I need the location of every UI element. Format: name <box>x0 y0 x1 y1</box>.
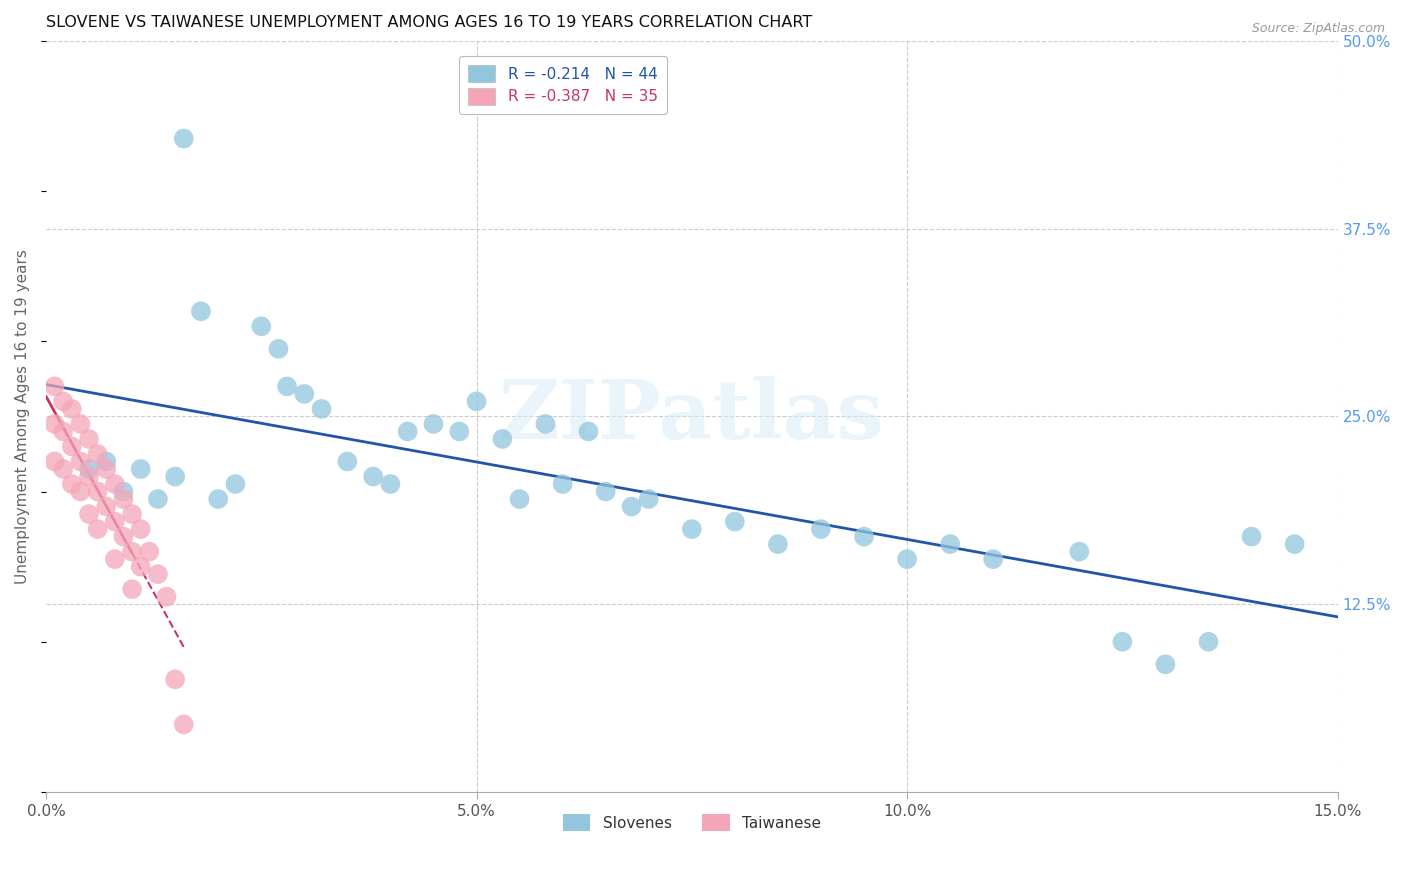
Point <box>69 417 91 431</box>
Point <box>52 394 75 409</box>
Point <box>939 537 962 551</box>
Point <box>1198 634 1220 648</box>
Point <box>77 432 100 446</box>
Point <box>86 522 108 536</box>
Point <box>146 491 169 506</box>
Point <box>60 401 83 416</box>
Text: ZIPatlas: ZIPatlas <box>499 376 884 457</box>
Point <box>267 342 290 356</box>
Point <box>129 522 152 536</box>
Point <box>155 590 177 604</box>
Point <box>52 462 75 476</box>
Point <box>207 491 229 506</box>
Point <box>121 582 143 597</box>
Point <box>69 484 91 499</box>
Point <box>766 537 789 551</box>
Point <box>138 544 160 558</box>
Text: Source: ZipAtlas.com: Source: ZipAtlas.com <box>1251 22 1385 36</box>
Point <box>396 425 419 439</box>
Point <box>190 304 212 318</box>
Point <box>112 530 135 544</box>
Point <box>724 515 747 529</box>
Point <box>129 462 152 476</box>
Point <box>96 500 118 514</box>
Point <box>1069 544 1091 558</box>
Point <box>853 530 876 544</box>
Point <box>165 469 187 483</box>
Point <box>146 567 169 582</box>
Text: SLOVENE VS TAIWANESE UNEMPLOYMENT AMONG AGES 16 TO 19 YEARS CORRELATION CHART: SLOVENE VS TAIWANESE UNEMPLOYMENT AMONG … <box>46 15 813 30</box>
Point <box>311 401 333 416</box>
Point <box>77 469 100 483</box>
Point <box>60 477 83 491</box>
Point <box>44 379 66 393</box>
Point <box>810 522 832 536</box>
Point <box>52 425 75 439</box>
Point <box>96 454 118 468</box>
Point <box>681 522 703 536</box>
Point <box>77 462 100 476</box>
Point <box>1111 634 1133 648</box>
Point <box>69 454 91 468</box>
Point <box>60 440 83 454</box>
Point <box>112 484 135 499</box>
Point <box>361 469 384 483</box>
Point <box>509 491 531 506</box>
Point <box>173 717 195 731</box>
Point <box>129 559 152 574</box>
Point <box>534 417 557 431</box>
Point <box>96 462 118 476</box>
Point <box>1154 657 1177 672</box>
Point <box>224 477 246 491</box>
Point <box>620 500 643 514</box>
Point <box>112 491 135 506</box>
Point <box>44 417 66 431</box>
Point <box>276 379 298 393</box>
Point <box>77 507 100 521</box>
Point <box>44 454 66 468</box>
Point <box>104 477 127 491</box>
Point <box>104 552 127 566</box>
Point <box>896 552 918 566</box>
Point <box>578 425 600 439</box>
Point <box>104 515 127 529</box>
Point <box>1284 537 1306 551</box>
Point <box>86 484 108 499</box>
Point <box>422 417 444 431</box>
Point <box>551 477 574 491</box>
Point <box>491 432 513 446</box>
Point <box>637 491 659 506</box>
Y-axis label: Unemployment Among Ages 16 to 19 years: Unemployment Among Ages 16 to 19 years <box>15 249 30 584</box>
Point <box>336 454 359 468</box>
Point <box>292 387 315 401</box>
Point <box>449 425 471 439</box>
Point <box>465 394 488 409</box>
Point <box>165 673 187 687</box>
Point <box>1240 530 1263 544</box>
Point <box>173 131 195 145</box>
Point <box>121 507 143 521</box>
Point <box>250 319 273 334</box>
Point <box>121 544 143 558</box>
Point <box>595 484 617 499</box>
Point <box>86 447 108 461</box>
Point <box>380 477 402 491</box>
Point <box>981 552 1004 566</box>
Legend: Slovenes, Taiwanese: Slovenes, Taiwanese <box>557 808 827 837</box>
